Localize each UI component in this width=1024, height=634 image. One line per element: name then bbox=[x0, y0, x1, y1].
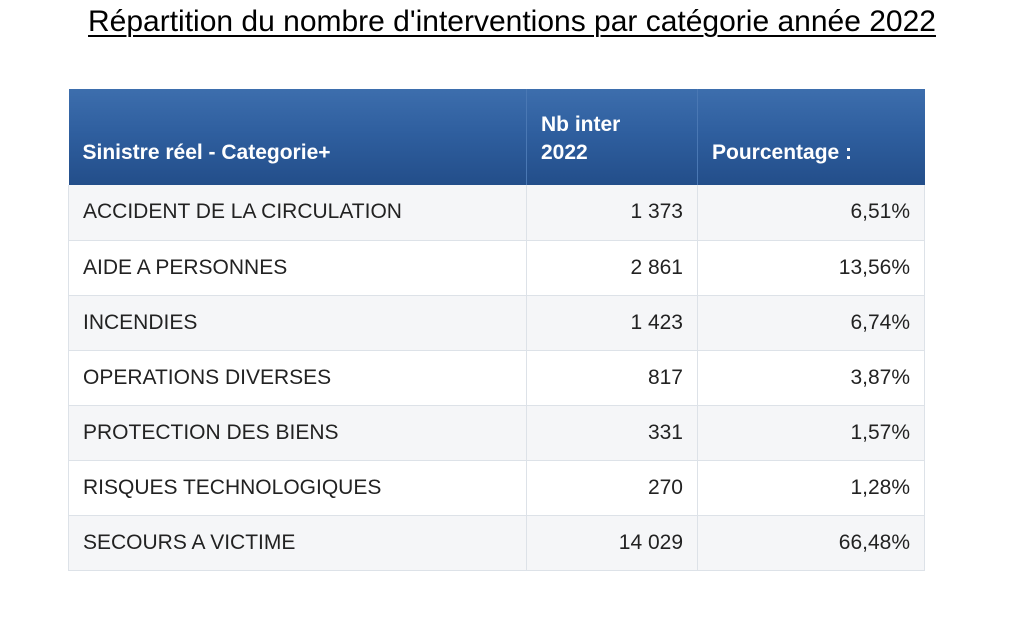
cell-category: INCENDIES bbox=[68, 295, 527, 351]
cell-category: PROTECTION DES BIENS bbox=[68, 405, 527, 461]
cell-category: ACCIDENT DE LA CIRCULATION bbox=[68, 185, 527, 241]
cell-count: 331 bbox=[526, 405, 698, 461]
cell-count: 817 bbox=[526, 350, 698, 406]
cell-category: RISQUES TECHNOLOGIQUES bbox=[68, 460, 527, 516]
cell-percent: 6,74% bbox=[697, 295, 925, 351]
cell-count: 1 423 bbox=[526, 295, 698, 351]
table-row: INCENDIES 1 423 6,74% bbox=[68, 295, 925, 351]
cell-category: AIDE A PERSONNES bbox=[68, 240, 527, 296]
table-row: PROTECTION DES BIENS 331 1,57% bbox=[68, 405, 925, 461]
cell-count: 2 861 bbox=[526, 240, 698, 296]
header-percent: Pourcentage : bbox=[697, 89, 925, 185]
cell-count: 270 bbox=[526, 460, 698, 516]
cell-percent: 1,57% bbox=[697, 405, 925, 461]
cell-percent: 3,87% bbox=[697, 350, 925, 406]
cell-count: 1 373 bbox=[526, 185, 698, 241]
table-row: RISQUES TECHNOLOGIQUES 270 1,28% bbox=[68, 460, 925, 516]
cell-percent: 66,48% bbox=[697, 515, 925, 571]
header-count-line1: Nb inter bbox=[541, 113, 621, 136]
header-category: Sinistre réel - Categorie+ bbox=[68, 89, 527, 185]
header-count: Nb inter 2022 bbox=[526, 89, 698, 185]
cell-count: 14 029 bbox=[526, 515, 698, 571]
table-row: SECOURS A VICTIME 14 029 66,48% bbox=[68, 515, 925, 571]
cell-percent: 6,51% bbox=[697, 185, 925, 241]
page-title: Répartition du nombre d'interventions pa… bbox=[88, 5, 936, 38]
table-body: ACCIDENT DE LA CIRCULATION 1 373 6,51% A… bbox=[68, 185, 925, 571]
cell-category: OPERATIONS DIVERSES bbox=[68, 350, 527, 406]
interventions-table: Sinistre réel - Categorie+ Nb inter 2022 … bbox=[68, 89, 925, 571]
header-count-line2: 2022 bbox=[541, 141, 588, 164]
cell-category: SECOURS A VICTIME bbox=[68, 515, 527, 571]
table-header-row: Sinistre réel - Categorie+ Nb inter 2022 … bbox=[68, 89, 925, 185]
table-row: OPERATIONS DIVERSES 817 3,87% bbox=[68, 350, 925, 406]
cell-percent: 13,56% bbox=[697, 240, 925, 296]
cell-percent: 1,28% bbox=[697, 460, 925, 516]
table-row: AIDE A PERSONNES 2 861 13,56% bbox=[68, 240, 925, 296]
table-header: Sinistre réel - Categorie+ Nb inter 2022 … bbox=[68, 89, 925, 185]
table-row: ACCIDENT DE LA CIRCULATION 1 373 6,51% bbox=[68, 185, 925, 241]
